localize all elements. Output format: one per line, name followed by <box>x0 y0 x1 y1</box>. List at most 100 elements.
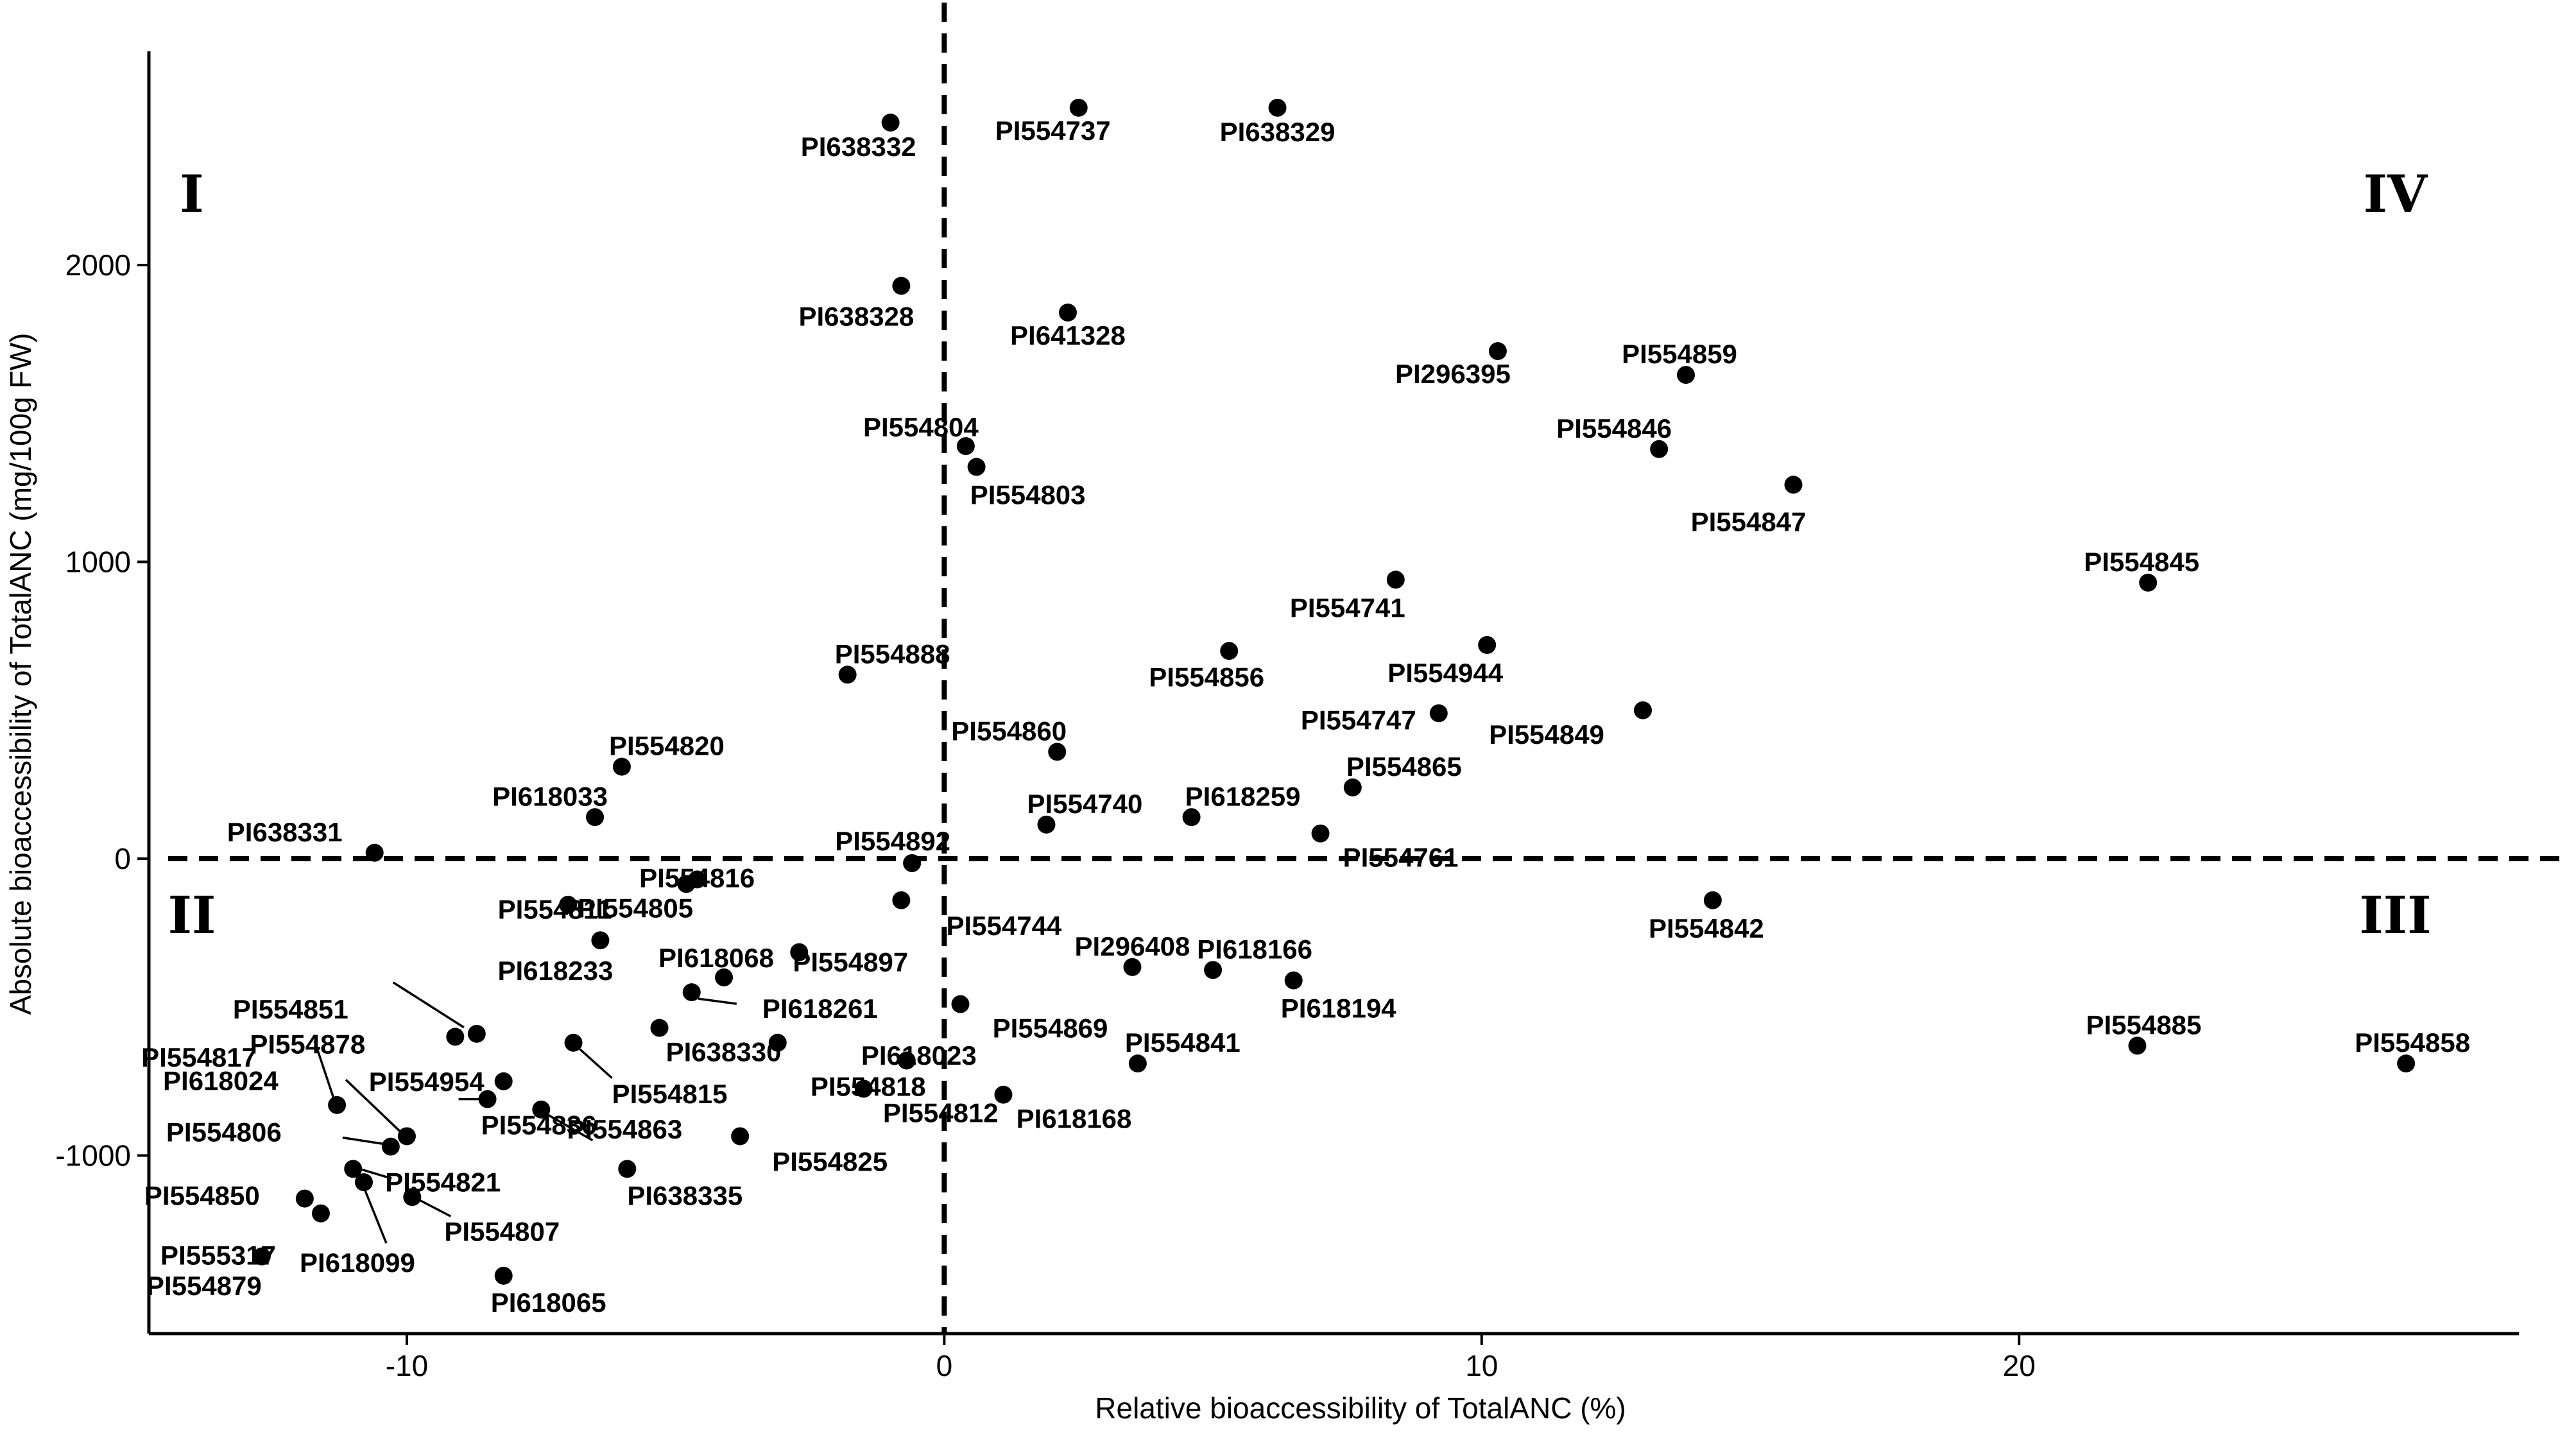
y-tick-label: 2000 <box>65 248 131 282</box>
y-tick-label: -1000 <box>55 1139 131 1173</box>
point-label: PI554741 <box>1290 592 1405 623</box>
data-point <box>1284 971 1303 990</box>
leader-line <box>698 997 737 1005</box>
data-point <box>1343 778 1362 796</box>
data-point <box>446 1027 465 1046</box>
point-label: PI554812 <box>883 1097 999 1128</box>
data-points <box>252 98 2416 1285</box>
point-label: PI554841 <box>1125 1027 1241 1058</box>
data-point <box>903 854 922 872</box>
data-point <box>1488 342 1507 361</box>
point-label: PI554740 <box>1027 789 1143 819</box>
point-label: PI296408 <box>1075 931 1190 961</box>
point-label: PI618065 <box>491 1287 606 1318</box>
point-label: PI554863 <box>567 1114 682 1144</box>
data-point <box>1182 808 1201 827</box>
data-point <box>564 1033 583 1052</box>
data-point <box>1037 815 1056 834</box>
point-label: PI638329 <box>1220 117 1335 147</box>
data-point <box>682 983 701 1002</box>
point-label: PI555317 <box>160 1241 276 1271</box>
y-tick-label: 0 <box>114 842 131 875</box>
x-tick-label: -10 <box>386 1349 428 1382</box>
point-label: PI554815 <box>612 1079 728 1109</box>
data-point <box>897 1051 916 1070</box>
point-label: PI554807 <box>444 1216 560 1246</box>
point-label: PI554811 <box>498 894 612 924</box>
point-label: PI554879 <box>146 1271 262 1301</box>
point-label: PI554836 <box>481 1110 597 1140</box>
leader-line <box>342 1136 385 1146</box>
point-label: PI554869 <box>993 1013 1108 1044</box>
point-label: PI554954 <box>369 1067 485 1097</box>
quadrant-label: IV <box>2364 164 2428 224</box>
data-point <box>892 891 911 909</box>
point-label: PI554817 <box>141 1042 257 1072</box>
point-label: PI618033 <box>492 781 608 811</box>
data-point <box>1650 440 1669 458</box>
point-label: PI554737 <box>995 116 1111 146</box>
data-point <box>1128 1054 1147 1073</box>
point-label: PI618023 <box>861 1040 977 1070</box>
data-point <box>956 437 975 456</box>
point-label: PI554944 <box>1387 658 1503 688</box>
quadrant-label: II <box>168 885 216 945</box>
point-label: PI554845 <box>2084 547 2199 577</box>
point-label: PI618166 <box>1197 934 1312 964</box>
point-label: PI618261 <box>762 993 878 1024</box>
data-point <box>494 1072 513 1090</box>
data-point <box>1386 571 1405 589</box>
point-label: PI638330 <box>666 1037 782 1067</box>
data-point <box>2397 1054 2416 1073</box>
data-point <box>494 1266 513 1285</box>
point-label: PI618024 <box>163 1065 279 1096</box>
data-point <box>650 1018 669 1037</box>
point-label: PI554847 <box>1691 506 1807 537</box>
quadrant-label: III <box>2359 885 2431 945</box>
point-label: PI554821 <box>385 1167 501 1197</box>
point-label: PI618233 <box>498 956 614 986</box>
data-point <box>715 968 734 986</box>
point-label: PI554860 <box>951 716 1067 746</box>
data-point <box>381 1137 400 1156</box>
data-point <box>365 843 384 862</box>
data-point <box>618 1160 637 1178</box>
point-label: PI554806 <box>166 1117 282 1147</box>
point-label: PI618168 <box>1017 1104 1132 1134</box>
point-label: PI638335 <box>627 1180 743 1210</box>
data-point <box>1048 743 1067 761</box>
data-point <box>311 1204 330 1223</box>
leader-line <box>392 981 465 1029</box>
data-point <box>1311 824 1330 843</box>
data-point <box>1268 98 1287 117</box>
data-point <box>768 1033 787 1052</box>
point-label: PI554744 <box>946 911 1061 941</box>
data-point <box>731 1127 750 1146</box>
data-point <box>252 1247 271 1266</box>
reference-lines <box>168 3 2567 1334</box>
leader-line <box>418 1198 452 1217</box>
data-point <box>1677 366 1696 384</box>
point-label: PI618099 <box>300 1248 415 1278</box>
data-point <box>2128 1036 2147 1055</box>
data-point <box>328 1096 347 1114</box>
data-point <box>295 1189 314 1208</box>
point-label: PI641328 <box>1010 320 1126 350</box>
quadrant-label: I <box>180 164 203 224</box>
data-point <box>478 1090 497 1108</box>
data-point <box>994 1085 1013 1104</box>
point-label: PI554850 <box>144 1181 260 1211</box>
point-label: PI554818 <box>811 1072 926 1102</box>
point-label: PI554747 <box>1301 705 1416 735</box>
data-point <box>1429 704 1448 723</box>
point-label: PI554825 <box>772 1146 888 1176</box>
data-point <box>1204 961 1223 979</box>
y-axis-title: Absolute bioaccessibility of TotalANC (m… <box>4 333 37 1015</box>
data-point <box>854 1079 873 1098</box>
leader-line <box>363 1187 388 1244</box>
data-point <box>790 943 809 961</box>
point-label: PI554892 <box>835 826 950 856</box>
point-label: PI554888 <box>835 639 950 669</box>
